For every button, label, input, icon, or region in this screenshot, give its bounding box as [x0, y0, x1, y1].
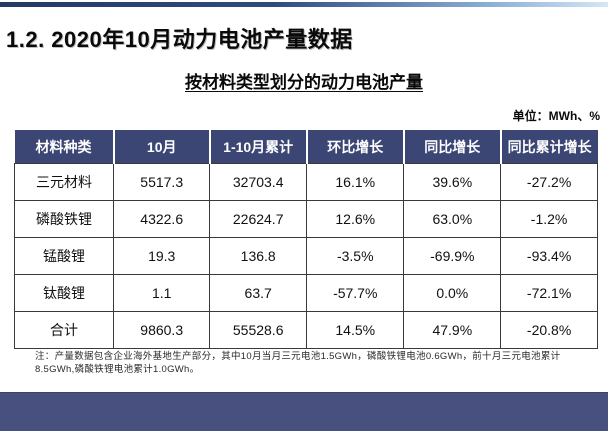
- table-row-total: 合计 9860.3 55528.6 14.5% 47.9% -20.8%: [13, 311, 598, 349]
- table-row: 锰酸锂 19.3 136.8 -3.5% -69.9% -93.4%: [13, 237, 598, 275]
- cell-material: 三元材料: [13, 163, 115, 201]
- cell-value: 14.5%: [306, 311, 405, 349]
- cell-value: 16.1%: [306, 163, 405, 201]
- cell-value: 32703.4: [209, 163, 308, 201]
- table-subtitle: 按材料类型划分的动力电池产量: [185, 73, 423, 92]
- cell-material: 钛酸锂: [13, 274, 115, 312]
- cell-material: 锰酸锂: [13, 237, 115, 275]
- header-cell-cumulative: 1-10月累计: [208, 130, 307, 164]
- cell-value: 22624.7: [209, 200, 308, 238]
- cell-value: 5517.3: [113, 163, 211, 201]
- cell-value: -27.2%: [500, 163, 598, 201]
- cell-value: -93.4%: [500, 237, 598, 275]
- cell-value: -69.9%: [403, 237, 502, 275]
- slide-title: 1.2. 2020年10月动力电池产量数据: [6, 27, 353, 52]
- table-row: 三元材料 5517.3 32703.4 16.1% 39.6% -27.2%: [13, 163, 598, 201]
- cell-value: -57.7%: [306, 274, 405, 312]
- table-row: 钛酸锂 1.1 63.7 -57.7% 0.0% -72.1%: [13, 274, 598, 312]
- cell-material: 合计: [13, 311, 115, 349]
- cell-value: 39.6%: [403, 163, 502, 201]
- table-header-row: 材料种类 10月 1-10月累计 环比增长 同比增长 同比累计增长: [14, 130, 598, 164]
- footnote: 注：产量数据包含企业海外基地生产部分，其中10月当月三元电池1.5GWh，磷酸铁…: [35, 351, 561, 375]
- table-row: 磷酸铁锂 4322.6 22624.7 12.6% 63.0% -1.2%: [13, 200, 598, 238]
- cell-value: -1.2%: [500, 200, 598, 238]
- cell-value: 63.0%: [403, 200, 502, 238]
- header-cell-yoy-cumulative-growth: 同比累计增长: [499, 130, 598, 164]
- header-cell-yoy-growth: 同比增长: [402, 130, 501, 164]
- cell-value: 4322.6: [113, 200, 211, 238]
- top-accent-bar: [0, 2, 608, 7]
- bottom-band: [0, 392, 608, 431]
- cell-value: 0.0%: [403, 274, 502, 312]
- cell-value: 47.9%: [403, 311, 502, 349]
- unit-label: 单位：MWh、%: [512, 109, 600, 123]
- cell-material: 磷酸铁锂: [13, 200, 115, 238]
- cell-value: 55528.6: [209, 311, 308, 349]
- cell-value: -20.8%: [500, 311, 598, 349]
- cell-value: 136.8: [209, 237, 308, 275]
- header-cell-october: 10月: [112, 130, 210, 164]
- header-cell-material: 材料种类: [14, 130, 114, 164]
- cell-value: 63.7: [209, 274, 308, 312]
- cell-value: 12.6%: [306, 200, 405, 238]
- cell-value: 19.3: [113, 237, 211, 275]
- header-cell-mom-growth: 环比增长: [305, 130, 404, 164]
- cell-value: -3.5%: [306, 237, 405, 275]
- cell-value: 9860.3: [113, 311, 211, 349]
- battery-production-table: 材料种类 10月 1-10月累计 环比增长 同比增长 同比累计增长 三元材料 5…: [13, 130, 598, 349]
- cell-value: 1.1: [113, 274, 211, 312]
- cell-value: -72.1%: [500, 274, 598, 312]
